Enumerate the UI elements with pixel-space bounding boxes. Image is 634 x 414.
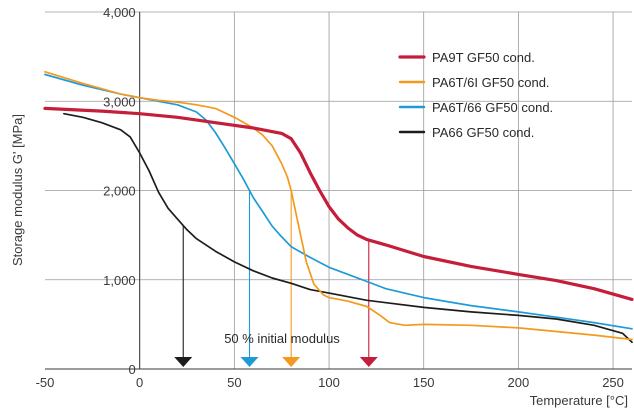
series-line xyxy=(63,112,633,344)
y-tick-label: 2,000 xyxy=(103,184,136,199)
axes xyxy=(45,12,632,370)
series-line xyxy=(43,106,634,301)
x-tick-label: 250 xyxy=(602,375,624,390)
x-tick-label: -50 xyxy=(36,375,55,390)
x-tick-label: 0 xyxy=(136,375,143,390)
series-lines xyxy=(43,70,634,344)
x-axis-label: Temperature [°C] xyxy=(530,393,628,408)
marker-arrow xyxy=(282,357,301,367)
x-tick-label: 50 xyxy=(227,375,241,390)
y-tick-label: 3,000 xyxy=(103,94,136,109)
series-line xyxy=(44,73,633,330)
x-tick-label: 150 xyxy=(413,375,435,390)
annotation-fifty-percent: 50 % initial modulus xyxy=(224,331,340,346)
legend-label: PA66 GF50 cond. xyxy=(432,125,534,140)
legend: PA9T GF50 cond. PA6T/6I GF50 cond. PA6T/66… xyxy=(398,50,553,140)
marker-arrow xyxy=(240,357,259,367)
y-tick-label: 0 xyxy=(128,362,135,377)
y-tick-label: 4,000 xyxy=(103,5,136,20)
fifty-percent-markers xyxy=(174,190,378,367)
legend-label: PA6T/66 GF50 cond. xyxy=(432,100,553,115)
series-line xyxy=(44,70,633,341)
x-tick-label: 100 xyxy=(318,375,340,390)
x-tick-label: 200 xyxy=(508,375,530,390)
legend-label: PA6T/6I GF50 cond. xyxy=(432,75,550,90)
y-axis-label: Storage modulus G' [MPa] xyxy=(10,114,25,266)
marker-arrow xyxy=(359,357,378,367)
marker-arrow xyxy=(174,357,193,367)
grid xyxy=(45,11,632,369)
tick-labels: -50 0 50 100 150 200 250 0 1,000 2,000 3,000 4,000 xyxy=(36,5,624,390)
y-tick-label: 1,000 xyxy=(103,273,136,288)
legend-label: PA9T GF50 cond. xyxy=(432,50,535,65)
